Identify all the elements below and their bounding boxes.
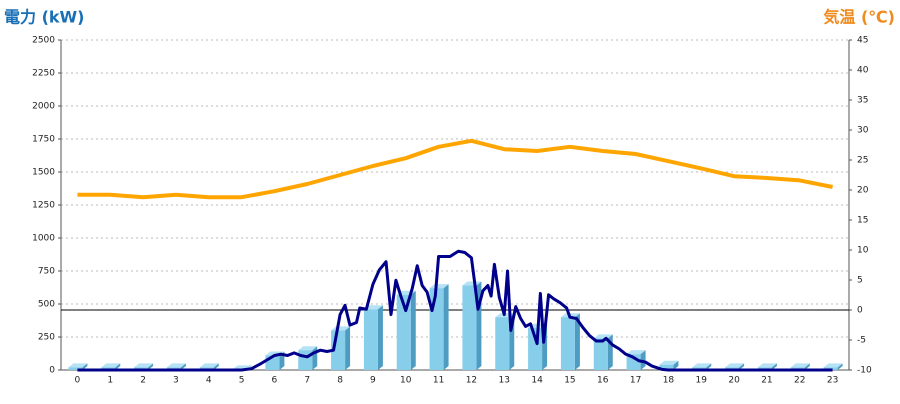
bar-side <box>804 363 810 370</box>
x-tick-label: 10 <box>400 376 412 386</box>
x-tick-label: 19 <box>696 376 708 386</box>
bar-top <box>68 363 88 368</box>
y-tick-label: 1500 <box>32 168 55 178</box>
bar-top <box>166 363 186 368</box>
bar-top <box>134 363 154 368</box>
bar-side <box>673 360 679 370</box>
y2-tick-label: -5 <box>857 336 866 346</box>
x-tick-label: 0 <box>75 376 81 386</box>
y2-tick-label: -10 <box>857 366 872 376</box>
bar-top <box>725 363 745 368</box>
bar-side <box>377 305 383 370</box>
y-tick-label: 1000 <box>32 234 55 244</box>
bar-side <box>82 363 88 370</box>
bar-side <box>180 363 186 370</box>
x-tick-label: 21 <box>761 376 772 386</box>
x-tick-label: 2 <box>140 376 146 386</box>
y-tick-label: 750 <box>38 267 55 277</box>
bar-top <box>593 334 613 339</box>
y2-axis-title: 気温 (℃) <box>823 8 895 27</box>
bar <box>495 317 510 370</box>
y2-tick-label: 0 <box>857 306 863 316</box>
bar-top <box>462 281 482 286</box>
bar-top <box>692 363 712 368</box>
x-tick-label: 9 <box>370 376 376 386</box>
y-tick-label: 2000 <box>32 102 55 112</box>
bar-top <box>659 360 679 365</box>
bar-side <box>312 346 318 370</box>
bar-top <box>429 284 449 289</box>
bar-side <box>213 363 219 370</box>
bar <box>462 285 477 370</box>
x-tick-label: 23 <box>827 376 838 386</box>
bar-top <box>626 350 646 355</box>
bar-side <box>443 284 449 370</box>
bar-top <box>298 346 318 351</box>
line <box>77 138 833 200</box>
x-tick-label: 18 <box>663 376 675 386</box>
y2-tick-label: 40 <box>857 66 869 76</box>
y-axis-title: 電力 (kW) <box>4 8 85 27</box>
x-tick-label: 1 <box>107 376 113 386</box>
bar <box>298 350 313 370</box>
x-tick-label: 15 <box>564 376 575 386</box>
x-tick-label: 14 <box>531 376 543 386</box>
bar-top <box>790 363 810 368</box>
bar <box>593 338 608 370</box>
x-tick-label: 13 <box>499 376 510 386</box>
bar <box>429 288 444 370</box>
y2-tick-label: 10 <box>857 246 869 256</box>
bar <box>363 309 378 370</box>
x-tick-label: 12 <box>466 376 477 386</box>
y2-tick-label: 30 <box>857 126 869 136</box>
y-tick-label: 1250 <box>32 201 55 211</box>
x-tick-label: 22 <box>794 376 805 386</box>
y-tick-label: 2500 <box>32 36 55 46</box>
bar-side <box>115 363 121 370</box>
bar <box>560 317 575 370</box>
x-tick-label: 20 <box>728 376 740 386</box>
y-tick-label: 0 <box>49 366 55 376</box>
x-tick-label: 11 <box>433 376 444 386</box>
x-tick-label: 16 <box>597 376 609 386</box>
line <box>77 249 833 372</box>
bar-top <box>101 363 121 368</box>
bar <box>396 294 411 370</box>
x-tick-label: 6 <box>272 376 278 386</box>
bar-side <box>706 363 712 370</box>
bar-side <box>771 363 777 370</box>
y2-tick-label: 45 <box>857 36 868 46</box>
x-tick-label: 8 <box>337 376 343 386</box>
x-tick-label: 7 <box>304 376 310 386</box>
bar-top <box>823 363 843 368</box>
bar <box>659 364 674 370</box>
bar-side <box>148 363 154 370</box>
y2-tick-label: 20 <box>857 186 869 196</box>
x-tick-label: 5 <box>239 376 245 386</box>
y2-tick-label: 5 <box>857 276 863 286</box>
y2-tick-label: 35 <box>857 96 868 106</box>
bar-side <box>410 290 416 370</box>
bar <box>68 367 83 370</box>
y2-tick-label: 25 <box>857 156 868 166</box>
bar-side <box>574 313 580 370</box>
y-tick-label: 250 <box>38 333 55 343</box>
bar-side <box>345 326 351 370</box>
y-tick-label: 2250 <box>32 69 55 79</box>
y-tick-label: 500 <box>38 300 55 310</box>
x-tick-label: 4 <box>206 376 212 386</box>
bar-side <box>837 363 843 370</box>
bar-side <box>739 363 745 370</box>
y2-tick-label: 15 <box>857 216 868 226</box>
y-tick-label: 1750 <box>32 135 55 145</box>
x-tick-label: 17 <box>630 376 641 386</box>
bar-top <box>199 363 219 368</box>
bar-top <box>757 363 777 368</box>
x-tick-label: 3 <box>173 376 179 386</box>
